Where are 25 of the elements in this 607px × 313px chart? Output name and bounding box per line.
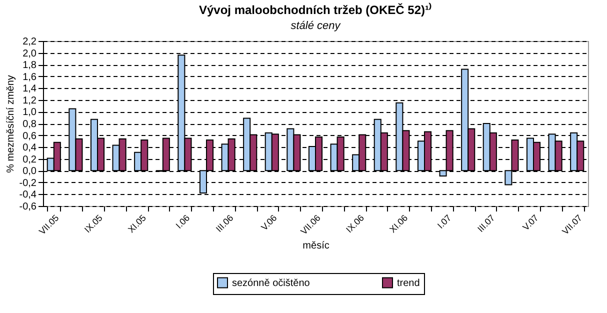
y-tick-label: 1,6 [22, 72, 37, 83]
y-tick-label: 0,8 [22, 119, 37, 130]
y-tick-label: -0,4 [19, 190, 37, 201]
y-tick-label: -0,6 [19, 202, 37, 212]
y-tick-label: -0,2 [19, 178, 37, 189]
y-tick-label: 1,0 [22, 107, 37, 118]
y-tick-label: 0,6 [22, 130, 37, 142]
x-tick-label: V.07 [520, 212, 540, 232]
y-tick-label: 2,2 [22, 36, 37, 48]
y-tick-label: 0,2 [22, 154, 37, 166]
y-tick-label: 0,0 [22, 166, 37, 178]
y-tick-label: 2,0 [22, 48, 37, 60]
chart-subtitle: stálé ceny [290, 20, 342, 32]
y-axis-title: % mezměsíční změny [5, 75, 16, 173]
y-tick-label: 0,4 [22, 142, 37, 154]
y-tick-label: 1,8 [22, 60, 37, 72]
chart-title: Vývoj maloobchodních tržeb (OKEČ 52)¹⁾ [198, 2, 432, 17]
x-tick-label: I.06 [174, 212, 192, 230]
y-tick-label: 1,4 [22, 84, 37, 95]
x-tick-label: I.07 [435, 212, 454, 230]
legend-label: trend [397, 278, 420, 289]
y-tick-label: 1,2 [22, 95, 37, 106]
x-axis-title: měsíc [302, 240, 330, 252]
x-tick-label: V.06 [259, 212, 279, 232]
legend-label: sezónně očištěno [232, 278, 310, 289]
